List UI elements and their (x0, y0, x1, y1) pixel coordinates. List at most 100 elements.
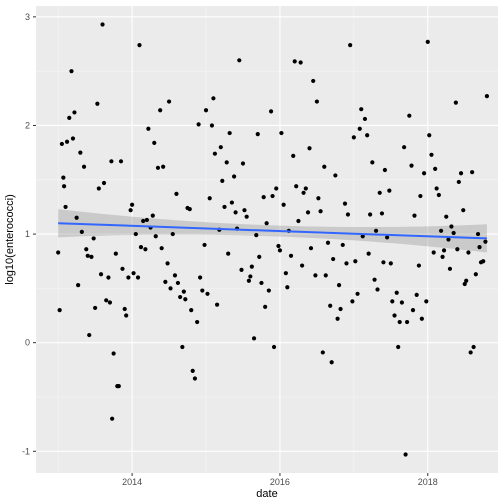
data-point (126, 275, 131, 280)
data-point (296, 218, 301, 224)
data-point (379, 211, 385, 216)
data-point (138, 245, 144, 250)
data-point (344, 261, 349, 266)
data-point (146, 126, 151, 131)
data-point (276, 243, 281, 249)
data-point (466, 250, 471, 255)
data-point (111, 351, 116, 356)
data-point (69, 69, 74, 74)
data-point (484, 94, 490, 99)
data-point (424, 299, 429, 304)
y-axis-title: log10(enterococci) (4, 194, 16, 285)
data-point (158, 108, 163, 113)
data-point (404, 319, 410, 325)
data-point (144, 217, 149, 223)
data-point (95, 101, 100, 106)
data-point (318, 209, 323, 214)
data-point (421, 171, 427, 176)
data-point (107, 300, 113, 305)
y-tick-label: 1 (25, 229, 30, 239)
data-point (281, 202, 286, 207)
data-point (329, 360, 334, 365)
data-point (333, 173, 338, 178)
data-point (414, 292, 419, 297)
data-point (307, 146, 312, 151)
data-point (248, 274, 253, 279)
data-point (345, 212, 351, 217)
data-point (239, 267, 244, 273)
x-tick-label: 2016 (270, 477, 290, 487)
data-point (109, 159, 114, 164)
data-point (242, 208, 247, 213)
data-point (396, 344, 401, 350)
data-point (288, 253, 294, 258)
data-point (285, 285, 290, 290)
data-point (340, 242, 345, 248)
data-point (353, 259, 358, 264)
data-point (195, 319, 200, 325)
data-point (274, 186, 279, 191)
data-point (464, 278, 469, 283)
data-point (211, 96, 216, 101)
data-point (178, 294, 183, 300)
data-point (335, 316, 340, 321)
data-point (447, 266, 453, 271)
data-point (373, 228, 379, 233)
data-point (461, 208, 466, 213)
data-point (410, 307, 416, 313)
data-point (370, 160, 375, 165)
data-point (434, 186, 439, 191)
data-point (237, 58, 242, 63)
data-point (74, 215, 79, 220)
data-point (79, 229, 84, 234)
data-point (322, 164, 327, 169)
data-point (257, 254, 262, 259)
data-point (483, 239, 488, 244)
data-point (249, 264, 254, 269)
data-point (209, 123, 215, 128)
data-point (368, 212, 373, 217)
data-point (263, 304, 268, 309)
data-point (300, 263, 305, 268)
data-point (446, 237, 451, 242)
data-point (78, 150, 83, 155)
data-point (470, 170, 475, 175)
data-point (331, 256, 336, 262)
data-point (110, 416, 115, 421)
data-point (419, 316, 424, 321)
data-point (137, 42, 142, 48)
data-point (407, 113, 412, 118)
data-point (118, 159, 124, 164)
data-point (397, 319, 402, 325)
data-point (277, 248, 283, 253)
data-point (113, 251, 118, 256)
data-point (85, 253, 90, 258)
data-point (207, 196, 212, 201)
data-point (59, 141, 64, 147)
trend-line (58, 222, 487, 240)
data-point (320, 350, 325, 355)
data-point (141, 218, 146, 224)
data-point (76, 283, 81, 288)
data-point (128, 208, 133, 213)
data-point (462, 281, 467, 287)
data-point (359, 107, 364, 112)
data-point (425, 39, 430, 44)
data-point (455, 247, 460, 252)
data-point (153, 234, 158, 239)
data-point (150, 213, 155, 218)
data-point (205, 291, 210, 296)
y-axis-ticks: -1 0 1 2 3 (22, 12, 36, 456)
data-point (84, 247, 89, 252)
data-point (409, 163, 414, 168)
data-point (477, 245, 482, 250)
data-point (394, 290, 399, 295)
data-point (399, 300, 405, 305)
x-tick-label: 2018 (418, 477, 438, 487)
data-point (240, 161, 246, 166)
data-point (143, 247, 148, 252)
data-point (473, 272, 478, 277)
data-point (402, 145, 407, 150)
data-point (227, 130, 232, 136)
